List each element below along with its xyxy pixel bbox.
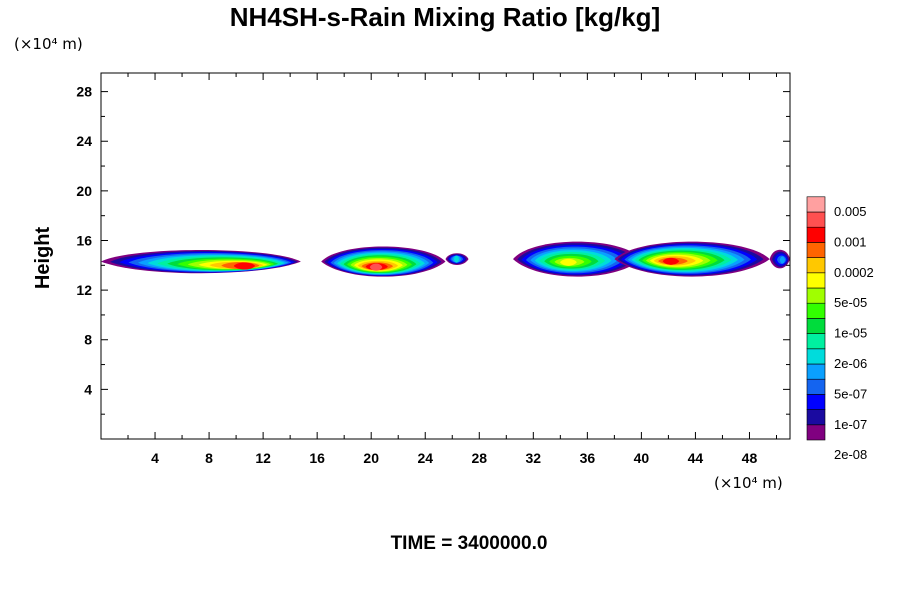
colorbar-swatch (806, 394, 826, 410)
x-tick-label: 24 (417, 450, 433, 466)
x-axis-unit: (×10⁴ m) (714, 474, 783, 492)
colorbar-swatch (806, 226, 826, 243)
colorbar-label: 0.001 (834, 234, 867, 249)
colorbar-swatch (806, 287, 826, 304)
colorbar-swatch (806, 211, 826, 228)
x-tick-label: 28 (471, 450, 487, 466)
contour-band (369, 263, 383, 271)
colorbar-swatch (806, 378, 826, 395)
x-tick-label: 40 (634, 450, 650, 466)
contour-band (454, 255, 459, 263)
colorbar-swatch (806, 409, 826, 426)
time-label: TIME = 3400000.0 (391, 533, 548, 554)
y-tick-label: 8 (84, 332, 92, 348)
y-tick-label: 16 (76, 232, 92, 248)
colorbar-swatch (806, 257, 826, 274)
x-tick-label: 4 (151, 450, 159, 466)
colorbar-label: 1e-07 (834, 417, 867, 432)
colorbar-swatch (806, 318, 826, 334)
colorbar-label: 1e-05 (834, 326, 867, 341)
colorbar-label: 2e-08 (834, 447, 867, 462)
x-tick-label: 12 (255, 450, 271, 466)
contour-band (662, 257, 680, 265)
heatmap-field (101, 241, 790, 277)
colorbar-label: 5e-05 (834, 295, 867, 310)
y-tick-label: 4 (84, 381, 92, 397)
y-tick-label: 12 (76, 282, 92, 298)
x-tick-label: 36 (580, 450, 596, 466)
y-tick-label: 28 (76, 84, 92, 100)
contour-band (560, 258, 577, 266)
x-tick-label: 32 (526, 450, 542, 466)
y-axis-label: Height (32, 227, 54, 290)
contour-band (779, 256, 785, 264)
y-tick-label: 20 (76, 183, 92, 199)
colorbar-label: 0.005 (834, 204, 867, 219)
colorbar-swatch (806, 302, 826, 319)
colorbar: 0.005 0.001 0.0002 5e-05 1e-05 2e-06 5e-07 1e-0… (806, 196, 874, 462)
colorbar-label: 2e-06 (834, 356, 867, 371)
y-tick-label: 24 (76, 133, 92, 149)
x-tick-label: 16 (309, 450, 325, 466)
colorbar-label: 5e-07 (834, 386, 867, 401)
contour-band (233, 262, 256, 270)
y-axis-unit: (×10⁴ m) (14, 35, 83, 53)
colorbar-swatch (806, 196, 826, 213)
x-tick-label: 48 (742, 450, 758, 466)
x-tick-label: 44 (688, 450, 704, 466)
colorbar-swatch (806, 242, 826, 258)
colorbar-swatch (806, 333, 826, 350)
colorbar-swatch (806, 272, 826, 289)
chart-title: NH4SH-s-Rain Mixing Ratio [kg/kg] (230, 2, 660, 32)
colorbar-swatch (806, 348, 826, 365)
plot-frame (100, 72, 791, 440)
colorbar-label: 0.0002 (834, 265, 874, 280)
colorbar-swatch (806, 424, 826, 441)
colorbar-swatch (806, 363, 826, 380)
x-tick-label: 8 (205, 450, 213, 466)
x-tick-label: 20 (363, 450, 379, 466)
